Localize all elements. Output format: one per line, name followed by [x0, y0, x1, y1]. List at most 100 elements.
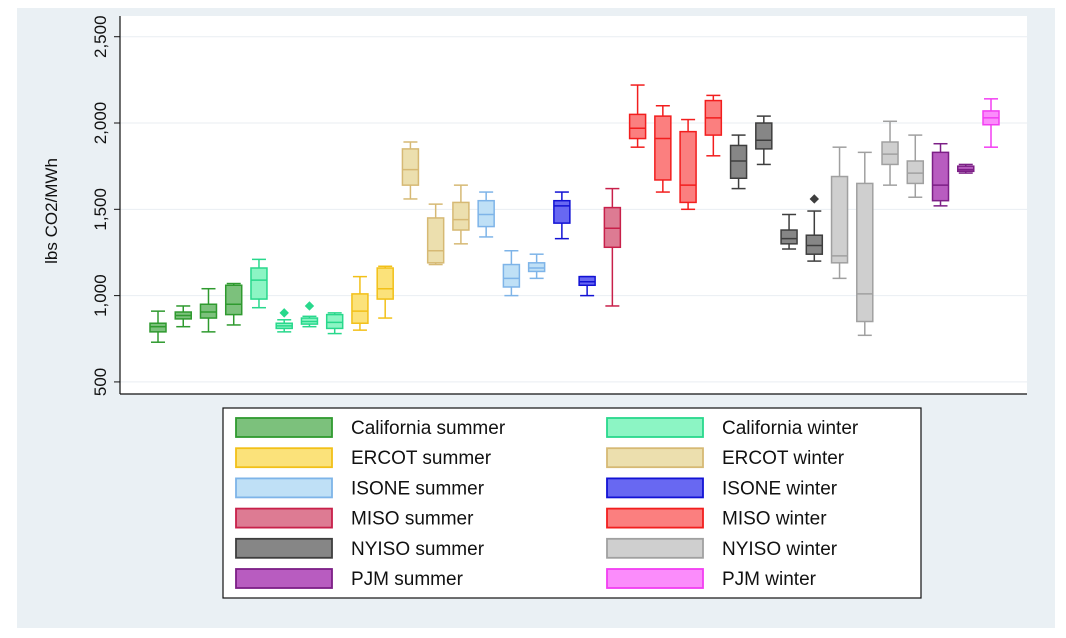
- box-isone-summer-1: [477, 191, 495, 238]
- box-isone-summer-2: [502, 249, 521, 297]
- box-miso-winter-2: [654, 105, 672, 193]
- legend-label-miso-summer: MISO summer: [351, 509, 474, 530]
- legend-label-pjm-summer: PJM summer: [351, 569, 464, 590]
- outlier-point: [304, 301, 315, 311]
- legend-label-isone-winter: ISONE winter: [722, 478, 838, 499]
- box-miso-summer-1: [603, 187, 622, 307]
- legend-box: [222, 407, 922, 599]
- box-miso-winter-1: [628, 84, 647, 148]
- legend-swatch-pjm-summer: [235, 568, 333, 589]
- box-california-winter-1: [250, 258, 268, 309]
- y-tick-label: 500: [91, 368, 110, 396]
- box-body: [628, 113, 647, 140]
- box-miso-winter-3: [679, 118, 697, 211]
- box-nyiso-summer-1: [729, 134, 748, 190]
- box-nyiso-summer-3: [780, 213, 798, 250]
- box-body: [502, 263, 521, 288]
- legend-label-isone-summer: ISONE summer: [351, 478, 485, 499]
- y-tick-label: 2,000: [91, 102, 110, 145]
- box-ercot-winter-3: [452, 184, 470, 245]
- legend-label-miso-winter: MISO winter: [722, 509, 827, 530]
- box-body: [830, 175, 849, 264]
- box-pjm-summer-1: [931, 142, 950, 207]
- legend-swatch-pjm-winter: [606, 568, 704, 589]
- box-ercot-summer-1: [351, 275, 369, 331]
- y-tick-label: 1,000: [91, 274, 110, 317]
- box-body: [376, 267, 394, 300]
- box-body: [426, 217, 445, 264]
- legend-swatch-nyiso-summer: [235, 537, 333, 559]
- box-body: [931, 151, 950, 202]
- box-california-summer-3: [199, 287, 218, 333]
- box-body: [250, 267, 268, 300]
- legend-swatch-nyiso-winter: [606, 537, 704, 559]
- legend-label-california-winter: California winter: [722, 418, 859, 439]
- box-body: [578, 275, 596, 287]
- box-california-winter-2: [275, 308, 293, 333]
- box-body: [679, 130, 697, 204]
- box-california-winter-4: [325, 312, 344, 335]
- box-body: [906, 160, 925, 185]
- legend-label-california-summer: California summer: [351, 418, 506, 439]
- box-body: [603, 206, 622, 249]
- legend-label-nyiso-summer: NYISO summer: [351, 539, 485, 560]
- legend-label-ercot-summer: ERCOT summer: [351, 448, 492, 469]
- legend-swatch-california-winter: [606, 417, 704, 438]
- box-body: [199, 303, 218, 319]
- box-ercot-summer-2: [376, 265, 394, 319]
- box-nyiso-winter-1: [830, 146, 849, 280]
- box-isone-summer-3: [527, 253, 546, 280]
- box-body: [805, 234, 824, 255]
- box-body: [452, 201, 470, 231]
- box-body: [351, 293, 369, 324]
- box-isone-winter-2: [578, 275, 596, 297]
- box-body: [881, 141, 899, 166]
- box-nyiso-winter-3: [881, 120, 899, 186]
- plot-area: [120, 16, 1027, 394]
- legend-swatch-miso-winter: [606, 507, 704, 529]
- box-nyiso-winter-2: [856, 151, 874, 337]
- y-axis-title: lbs CO2/MWh: [42, 158, 61, 264]
- y-tick-label: 1,500: [91, 188, 110, 231]
- legend-swatch-ercot-summer: [235, 447, 333, 469]
- box-body: [729, 144, 748, 179]
- box-pjm-winter-1: [982, 98, 1000, 148]
- box-california-summer-1: [149, 310, 167, 343]
- outlier-point: [809, 194, 820, 204]
- box-body: [527, 262, 546, 273]
- box-california-summer-4: [224, 282, 243, 326]
- box-ercot-winter-1: [401, 141, 420, 200]
- box-isone-winter-1: [553, 191, 571, 240]
- outlier-point: [279, 308, 289, 318]
- box-body: [401, 148, 420, 186]
- box-plot-chart: 500 1,000 1,500 2,000 2,500 lbs CO2/MWh Califo…: [42, 15, 1027, 599]
- box-body: [325, 313, 344, 330]
- legend-label-nyiso-winter: NYISO winter: [722, 539, 838, 560]
- legend-swatch-ercot-winter: [606, 447, 704, 469]
- box-pjm-summer-2: [957, 163, 975, 174]
- box-miso-winter-4: [704, 94, 723, 157]
- legend-label-ercot-winter: ERCOT winter: [722, 448, 845, 469]
- box-body: [553, 199, 571, 224]
- box-body: [957, 165, 975, 173]
- box-ercot-winter-2: [426, 203, 445, 266]
- legend-swatch-isone-winter: [606, 477, 704, 499]
- y-tick-label: 2,500: [91, 15, 110, 58]
- box-body: [149, 322, 167, 333]
- box-body: [856, 182, 874, 323]
- box-body: [477, 199, 495, 228]
- box-california-summer-2: [174, 305, 192, 328]
- legend-swatch-miso-summer: [235, 507, 333, 529]
- box-body: [755, 122, 773, 150]
- box-body: [654, 115, 672, 181]
- box-nyiso-summer-2: [755, 115, 773, 166]
- legend-swatch-california-summer: [235, 417, 333, 438]
- chart-frame: 500 1,000 1,500 2,000 2,500 lbs CO2/MWh Califo…: [17, 8, 1055, 628]
- legend-label-pjm-winter: PJM winter: [722, 569, 817, 590]
- box-nyiso-summer-4: [805, 194, 824, 262]
- box-nyiso-winter-4: [906, 134, 925, 198]
- box-body: [224, 284, 243, 316]
- box-california-winter-3: [300, 301, 319, 328]
- legend-swatch-isone-summer: [235, 477, 333, 499]
- box-body: [780, 229, 798, 245]
